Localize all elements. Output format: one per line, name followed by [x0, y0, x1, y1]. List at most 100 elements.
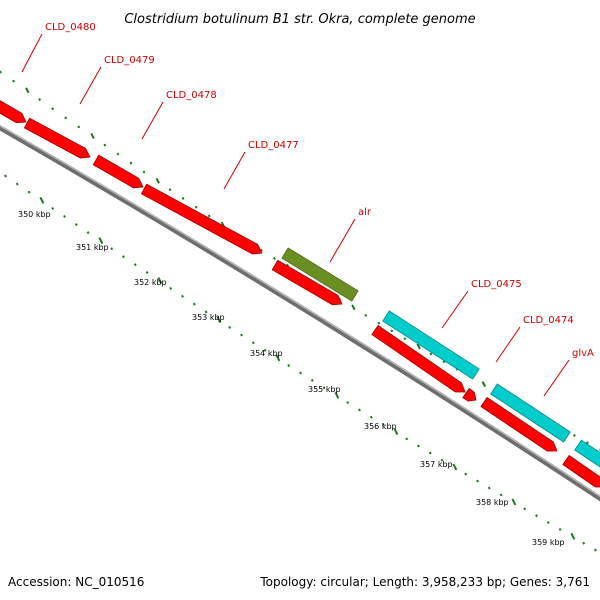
- gene-leader-line: [495, 326, 521, 363]
- cds-arrow-glva[interactable]: [562, 454, 600, 488]
- kbp-minor-tick: [192, 302, 196, 306]
- gene-leader-line: [21, 33, 43, 73]
- kbp-minor-tick: [204, 310, 208, 314]
- gene-label[interactable]: CLD_0477: [248, 140, 299, 151]
- gene-leader-line: [79, 66, 102, 105]
- kbp-major-tick: [452, 463, 458, 471]
- accession-text: Accession: NC_010516: [8, 575, 144, 589]
- major-tick: [155, 177, 160, 184]
- cds-arrow-cld-0475r[interactable]: [371, 324, 466, 393]
- kbp-label: 351 kbp: [76, 243, 109, 252]
- cds-cld-0474[interactable]: [490, 383, 571, 443]
- kbp-major-tick: [157, 277, 163, 284]
- minor-tick: [364, 313, 368, 317]
- kbp-major-tick: [39, 196, 45, 204]
- feature-track: [0, 99, 600, 488]
- kbp-minor-tick: [405, 437, 409, 441]
- kbp-minor-tick: [582, 541, 586, 545]
- major-tick: [416, 343, 421, 350]
- kbp-label: 357 kbp: [420, 460, 453, 469]
- map-title: Clostridium botulinum B1 str. Okra, comp…: [124, 12, 475, 27]
- gene-leader-line: [329, 218, 356, 263]
- cds-arrow-cld-0478[interactable]: [92, 154, 144, 189]
- kbp-major-tick: [275, 354, 281, 362]
- kbp-minor-tick: [440, 458, 444, 462]
- major-tick: [481, 381, 487, 388]
- kbp-minor-tick: [51, 206, 55, 210]
- kbp-minor-tick: [263, 348, 267, 352]
- cds-next[interactable]: [574, 439, 600, 468]
- kbp-minor-tick: [464, 472, 468, 476]
- kbp-minor-tick: [476, 479, 479, 483]
- cds-arrow-cld-0480[interactable]: [0, 99, 27, 124]
- cds-arrow-cld-0476[interactable]: [271, 259, 343, 306]
- major-tick: [25, 87, 30, 94]
- cds-arrow-cld-0479[interactable]: [23, 117, 91, 159]
- minor-tick: [181, 197, 185, 200]
- kbp-major-tick: [570, 532, 576, 540]
- cds-arrow-small[interactable]: [462, 387, 477, 402]
- kbp-minor-tick: [594, 548, 597, 552]
- kbp-minor-tick: [428, 451, 432, 455]
- gene-leader-line: [223, 151, 246, 190]
- kbp-minor-tick: [346, 401, 350, 405]
- kbp-label: 356 kbp: [364, 422, 397, 431]
- minor-tick: [586, 441, 589, 445]
- minor-tick: [390, 329, 394, 333]
- minor-tick: [51, 107, 55, 111]
- minor-tick: [259, 248, 263, 252]
- kbp-minor-tick: [145, 271, 149, 275]
- gene-label[interactable]: glvA: [572, 348, 594, 359]
- kbp-minor-tick: [74, 223, 78, 227]
- kbp-minor-tick: [228, 325, 232, 329]
- kbp-minor-tick: [417, 444, 420, 448]
- kbp-tick-ring: [4, 174, 597, 552]
- minor-tick: [207, 214, 211, 218]
- kbp-minor-tick: [358, 408, 361, 412]
- kbp-minor-tick: [110, 247, 114, 251]
- kbp-minor-tick: [546, 521, 550, 525]
- minor-tick: [194, 205, 198, 209]
- minor-tick: [168, 188, 172, 192]
- kbp-minor-tick: [122, 255, 125, 259]
- kbp-minor-tick: [133, 263, 137, 267]
- gene-label[interactable]: CLD_0475: [471, 279, 522, 290]
- kbp-minor-tick: [27, 190, 31, 194]
- major-tick: [90, 133, 95, 139]
- major-tick: [351, 304, 356, 311]
- minor-tick: [429, 352, 433, 356]
- feature-alr[interactable]: [281, 247, 359, 302]
- kbp-major-tick: [334, 391, 340, 399]
- gene-label[interactable]: alr: [358, 207, 372, 218]
- kbp-minor-tick: [251, 341, 255, 345]
- cds-arrow-cld-0474r[interactable]: [480, 396, 558, 452]
- kbp-label: 358 kbp: [476, 498, 509, 507]
- kbp-major-tick: [98, 237, 104, 245]
- kbp-label: 350 kbp: [18, 210, 51, 219]
- gene-label[interactable]: CLD_0480: [45, 22, 96, 33]
- kbp-minor-tick: [523, 507, 527, 511]
- minor-tick: [116, 152, 120, 156]
- minor-tick: [129, 161, 133, 165]
- kbp-minor-tick: [322, 386, 326, 390]
- gene-leader-line: [441, 290, 469, 329]
- gene-label[interactable]: CLD_0478: [166, 90, 217, 101]
- genome-backbone: [0, 124, 600, 502]
- gene-label[interactable]: CLD_0479: [104, 55, 155, 66]
- kbp-major-tick: [393, 428, 399, 436]
- minor-tick: [0, 70, 2, 74]
- minor-tick: [273, 256, 276, 260]
- kbp-minor-tick: [63, 215, 66, 218]
- minor-tick: [573, 434, 576, 437]
- gene-label[interactable]: CLD_0474: [523, 315, 574, 326]
- minor-tick: [377, 321, 381, 325]
- kbp-minor-tick: [558, 527, 562, 531]
- minor-tick: [64, 116, 68, 120]
- cds-cld-0475[interactable]: [382, 310, 480, 380]
- cds-arrow-cld-0477[interactable]: [140, 183, 263, 255]
- kbp-minor-tick: [310, 379, 314, 382]
- minor-tick: [403, 337, 407, 341]
- kbp-label: 352 kbp: [134, 278, 167, 287]
- gene-leader-line: [543, 359, 570, 397]
